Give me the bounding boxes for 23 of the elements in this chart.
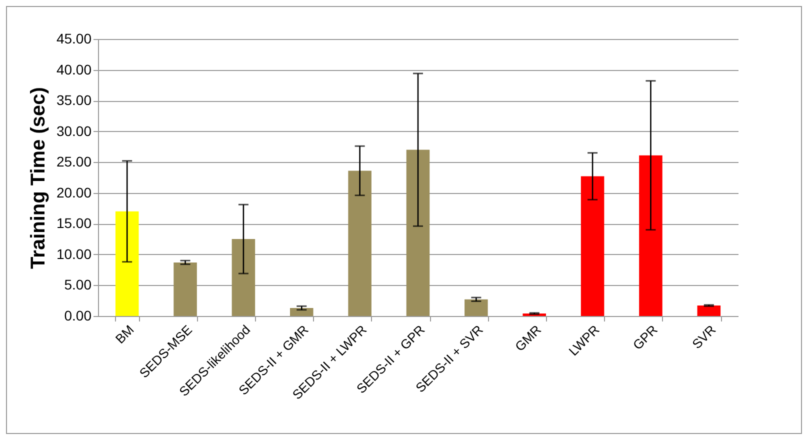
- y-tick-label: 45.00: [56, 30, 92, 46]
- bar: [290, 308, 314, 316]
- y-tick-label: 5.00: [64, 276, 92, 293]
- y-tick-label: 40.00: [56, 61, 92, 78]
- bar: [115, 211, 139, 316]
- y-tick-label: 35.00: [56, 92, 92, 108]
- bar: [580, 176, 604, 316]
- y-tick-label: 25.00: [56, 154, 92, 170]
- bar: [697, 306, 721, 316]
- bar: [464, 299, 488, 316]
- y-tick-label: 30.00: [56, 122, 92, 139]
- bar: [232, 239, 256, 316]
- bar: [406, 150, 430, 316]
- y-axis-title: Training Time (sec): [27, 87, 50, 269]
- x-tick-label: BM: [112, 322, 137, 346]
- y-tick-label: 15.00: [56, 215, 92, 232]
- bar: [174, 262, 197, 316]
- y-tick-label: 0.00: [64, 308, 92, 324]
- x-tick-label: SVR: [689, 322, 719, 352]
- bar: [348, 170, 372, 316]
- y-tick-label: 10.00: [56, 246, 92, 262]
- y-tick-label: 20.00: [56, 184, 92, 200]
- bar: [639, 155, 662, 316]
